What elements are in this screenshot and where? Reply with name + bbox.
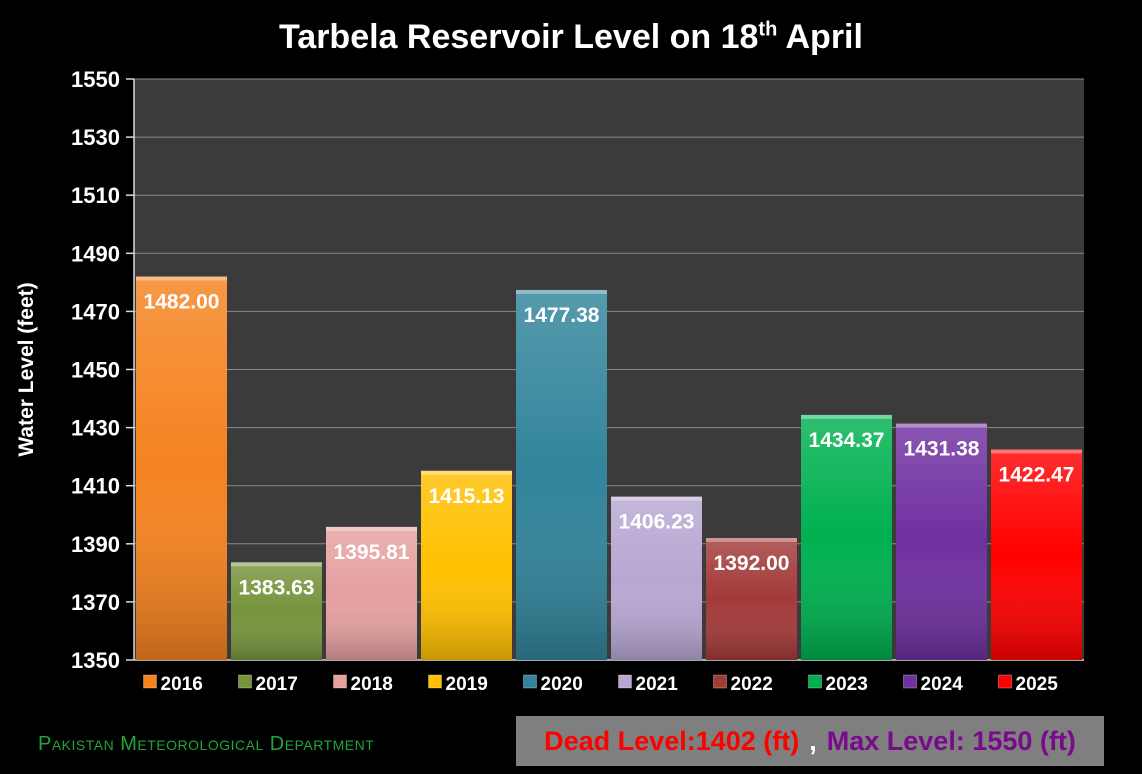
data-label: 1477.38 (524, 304, 600, 327)
bar-top-bevel (326, 526, 417, 531)
legend-label-2025: 2025 (1016, 674, 1059, 695)
legend-label-2016: 2016 (161, 674, 203, 695)
data-label: 1383.63 (239, 576, 315, 599)
legend-swatch-2018 (333, 674, 347, 689)
title-month: April (777, 18, 863, 56)
y-tick-label: 1510 (71, 183, 120, 208)
y-tick-label: 1390 (71, 532, 120, 557)
data-label: 1482.00 (144, 291, 220, 314)
bar-shade (611, 496, 702, 660)
legend-swatch-2021 (618, 674, 632, 689)
data-label: 1395.81 (334, 541, 410, 564)
data-label: 1434.37 (809, 429, 885, 452)
y-axis-label: Water Level (feet) (15, 282, 38, 456)
bar-top-bevel (516, 289, 607, 294)
bar-shade (326, 526, 417, 660)
legend-label-2018: 2018 (351, 674, 393, 695)
bar-chart: 1350 1370 1390 1410 1430 1450 1470 1490 1510 1530… (15, 67, 1084, 695)
legend-swatch-2022 (713, 674, 727, 689)
dead-level-text: Dead Level:1402 (ft) (544, 725, 800, 756)
data-label: 1406.23 (619, 511, 695, 534)
separator-text: , (809, 725, 817, 756)
legend-label-2023: 2023 (826, 674, 868, 695)
bar-top-bevel (706, 537, 797, 542)
legend-swatch-2020 (523, 674, 537, 689)
bar-top-bevel (801, 414, 892, 419)
bar-shade (516, 289, 607, 660)
bar-shade (136, 276, 227, 660)
bar-shade (896, 423, 987, 660)
title-main: Tarbela Reservoir Level on 18 (279, 18, 759, 56)
data-label: 1431.38 (904, 438, 980, 461)
bar-top-bevel (611, 496, 702, 501)
y-tick-label: 1530 (71, 125, 120, 150)
legend-swatch-2024 (903, 674, 917, 689)
max-level-text: Max Level: 1550 (ft) (826, 725, 1076, 756)
bar-top-bevel (136, 276, 227, 281)
bar-top-bevel (421, 470, 512, 475)
chart-title: Tarbela Reservoir Level on 18th April (0, 18, 1142, 57)
legend-swatch-2017 (238, 674, 252, 689)
bar-top-bevel (991, 449, 1082, 454)
organization-name: Pakistan Meteorological Department (38, 733, 375, 755)
data-label: 1422.47 (999, 463, 1075, 486)
legend-swatch-2023 (808, 674, 822, 689)
legend-label-2017: 2017 (256, 674, 298, 695)
y-tick-label: 1550 (71, 67, 120, 92)
bar-shade (801, 414, 892, 660)
legend-label-2024: 2024 (921, 674, 964, 695)
y-tick-label: 1410 (71, 474, 120, 499)
legend-label-2021: 2021 (636, 674, 679, 695)
y-tick-label: 1370 (71, 590, 120, 615)
legend-label-2022: 2022 (731, 674, 773, 695)
title-superscript: th (758, 18, 778, 41)
y-tick-label: 1450 (71, 358, 120, 383)
bar-shade (231, 562, 322, 660)
bar-top-bevel (231, 562, 322, 567)
y-tick-label: 1490 (71, 241, 120, 266)
bar-shade (421, 470, 512, 660)
bar-shade (991, 449, 1082, 660)
legend-swatch-2016 (143, 674, 157, 689)
legend-swatch-2025 (998, 674, 1012, 689)
data-label: 1415.13 (429, 485, 505, 508)
bar-shade (706, 537, 797, 660)
legend-swatch-2019 (428, 674, 442, 689)
bar-top-bevel (896, 423, 987, 428)
legend-label-2019: 2019 (446, 674, 488, 695)
y-tick-label: 1470 (71, 299, 120, 324)
legend-label-2020: 2020 (541, 674, 583, 695)
y-tick-label: 1430 (71, 416, 120, 441)
data-label: 1392.00 (714, 552, 790, 575)
y-tick-label: 1350 (71, 648, 120, 673)
reservoir-limits-box: Dead Level:1402 (ft) , Max Level: 1550 (… (516, 716, 1104, 766)
